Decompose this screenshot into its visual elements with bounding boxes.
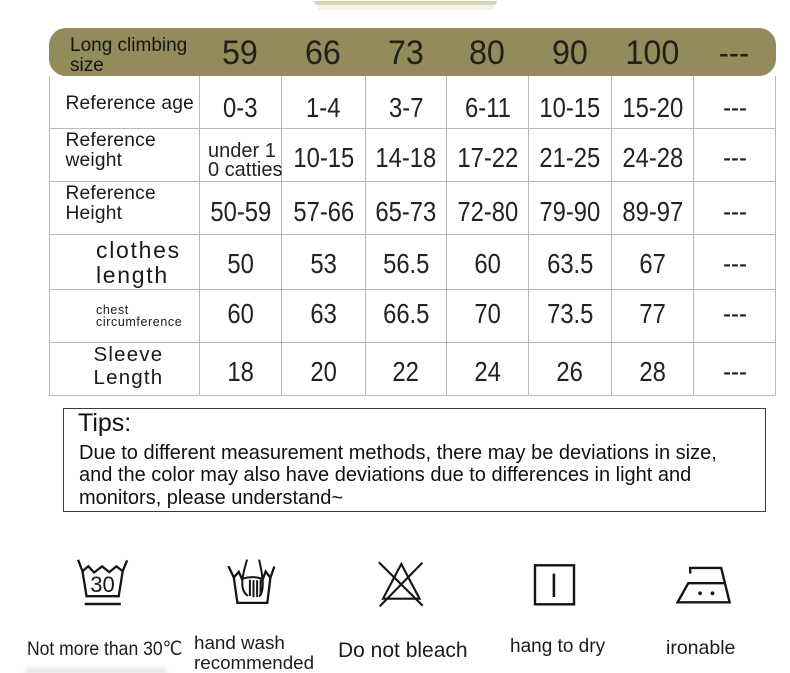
svg-text:30: 30 <box>90 572 114 597</box>
